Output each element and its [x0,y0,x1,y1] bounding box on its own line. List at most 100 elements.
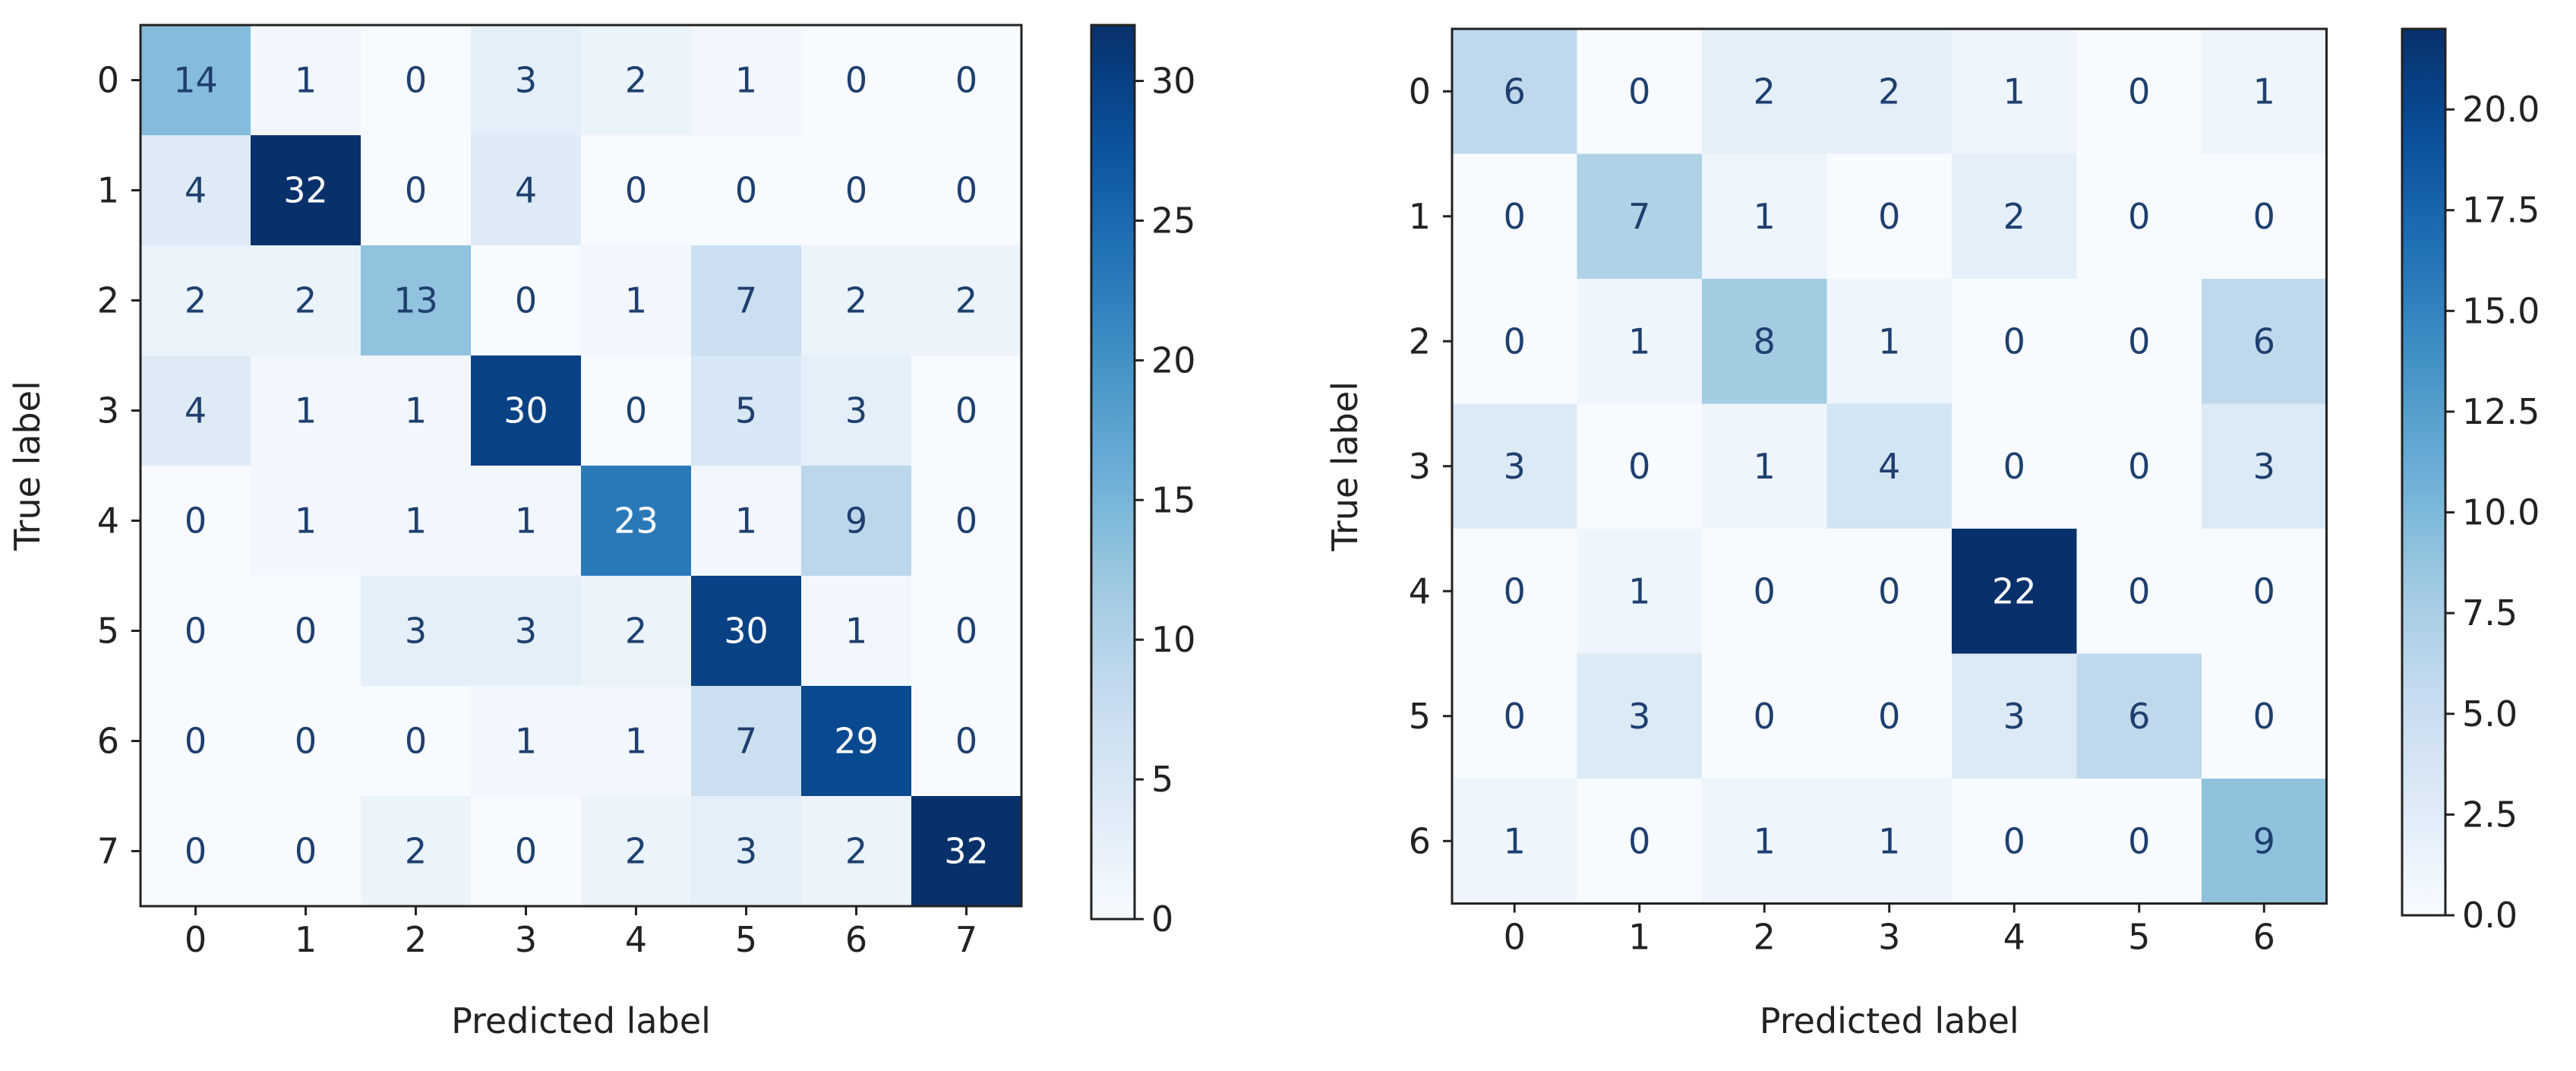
x-tick-label: 5 [2128,917,2150,958]
cell-value-2-0: 2 [185,280,207,321]
cell-value-3-0: 3 [1504,446,1526,487]
cell-value-0-5: 1 [735,60,757,101]
cell-3-3 [471,355,582,466]
cell-value-5-6: 1 [845,611,867,652]
cell-5-3 [471,576,582,687]
cell-3-6 [2202,403,2328,529]
cell-value-3-0: 4 [185,390,207,431]
cell-value-6-2: 0 [405,721,427,762]
cell-0-2 [1702,29,1828,155]
cell-4-5 [2076,529,2202,655]
cell-1-7 [911,135,1022,246]
cell-value-2-1: 1 [1628,321,1650,362]
cell-value-5-1: 0 [295,611,317,652]
x-tick-label: 4 [625,919,647,960]
cell-3-0 [1452,403,1578,529]
cell-value-4-7: 0 [955,501,977,542]
cell-1-5 [691,135,802,246]
cell-6-1 [1577,779,1703,905]
cell-value-7-0: 0 [185,831,207,872]
cell-value-4-5: 0 [2128,570,2150,611]
cell-4-3 [471,466,582,577]
cell-6-3 [471,686,582,797]
cell-0-2 [361,25,472,136]
y-tick-label: 5 [97,611,119,652]
cell-0-5 [691,25,802,136]
colorbar-tick-label: 5.0 [2462,693,2518,735]
cell-1-6 [801,135,912,246]
cell-7-2 [361,796,472,907]
cell-value-3-2: 1 [1754,446,1776,487]
colorbar-tick-label: 15.0 [2462,290,2540,331]
cell-value-0-6: 0 [845,60,867,101]
cell-4-6 [801,466,912,577]
cell-value-0-3: 3 [515,60,537,101]
cell-5-5 [2076,653,2202,779]
cell-value-0-2: 2 [1754,71,1776,112]
cell-value-4-6: 0 [2253,570,2275,611]
cell-value-1-1: 7 [1628,196,1650,237]
plot-frame [139,24,1023,908]
cell-value-5-2: 3 [405,611,427,652]
cell-value-4-0: 0 [1504,570,1526,611]
cell-value-5-5: 30 [724,611,769,652]
cell-value-4-5: 1 [735,501,757,542]
cell-value-7-4: 2 [625,831,647,872]
cell-6-3 [1826,779,1953,905]
cell-value-5-4: 3 [2003,696,2025,737]
cell-6-4 [581,686,692,797]
cell-3-2 [1702,403,1828,529]
cell-3-1 [1577,403,1703,529]
cell-value-6-3: 1 [515,721,537,762]
cell-value-0-3: 2 [1878,71,1900,112]
cell-5-7 [911,576,1022,687]
cell-5-1 [1577,653,1703,779]
cell-7-7 [911,796,1022,907]
cell-value-7-6: 2 [845,831,867,872]
cell-3-2 [361,355,472,466]
cell-0-3 [471,25,582,136]
cell-4-6 [2202,529,2328,655]
cell-value-5-3: 0 [1878,696,1900,737]
cell-value-2-4: 0 [2003,321,2025,362]
cell-5-3 [1826,653,1953,779]
cell-value-4-0: 0 [185,501,207,542]
cell-4-0 [1452,529,1578,655]
x-tick-label: 3 [515,919,537,960]
cell-value-2-6: 6 [2253,321,2275,362]
x-tick-label: 6 [2253,917,2275,958]
cell-1-2 [361,135,472,246]
cell-value-4-1: 1 [295,501,317,542]
cell-3-1 [251,355,361,466]
cell-1-3 [1826,153,1953,280]
y-tick-label: 6 [1409,820,1431,861]
cell-3-4 [581,355,692,466]
cell-5-6 [2202,653,2328,779]
x-tick-label: 5 [735,919,757,960]
cell-4-1 [1577,529,1703,655]
cell-value-3-3: 30 [504,390,548,431]
cell-value-3-5: 5 [735,390,757,431]
cell-4-7 [911,466,1022,577]
cell-2-2 [361,245,472,356]
cell-value-4-3: 0 [1878,570,1900,611]
cell-value-3-7: 0 [955,390,977,431]
cell-6-2 [361,686,472,797]
colorbar-tick-label: 17.5 [2462,190,2540,231]
cell-2-5 [2076,279,2202,405]
colorbar [2402,29,2445,915]
cell-value-1-2: 0 [405,170,427,211]
cell-value-0-0: 6 [1504,71,1526,112]
cell-value-5-0: 0 [185,611,207,652]
x-tick-label: 4 [2003,917,2025,958]
cell-6-5 [691,686,802,797]
cell-value-1-1: 32 [283,170,328,211]
y-tick-label: 6 [97,721,119,762]
cell-6-4 [1952,779,2078,905]
cell-0-6 [2202,29,2328,155]
x-tick-label: 6 [845,919,867,960]
cell-6-0 [140,686,251,797]
colorbar-tick-label: 12.5 [2462,391,2540,432]
cell-5-0 [1452,653,1578,779]
